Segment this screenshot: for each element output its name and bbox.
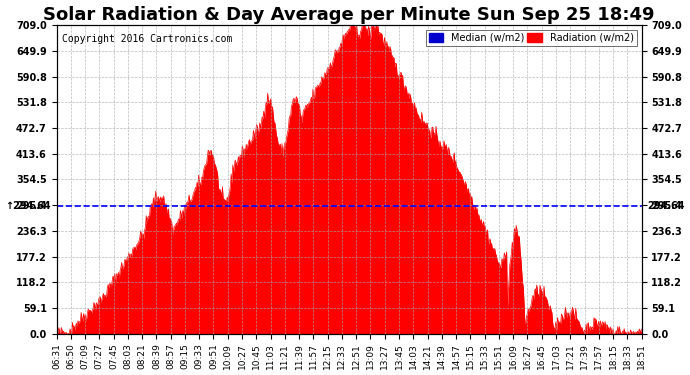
Legend: Median (w/m2), Radiation (w/m2): Median (w/m2), Radiation (w/m2)	[426, 30, 637, 46]
Text: 294.64: 294.64	[647, 201, 685, 210]
Text: Copyright 2016 Cartronics.com: Copyright 2016 Cartronics.com	[62, 34, 233, 44]
Text: ↑294.64: ↑294.64	[5, 201, 50, 210]
Title: Solar Radiation & Day Average per Minute Sun Sep 25 18:49: Solar Radiation & Day Average per Minute…	[43, 6, 655, 24]
